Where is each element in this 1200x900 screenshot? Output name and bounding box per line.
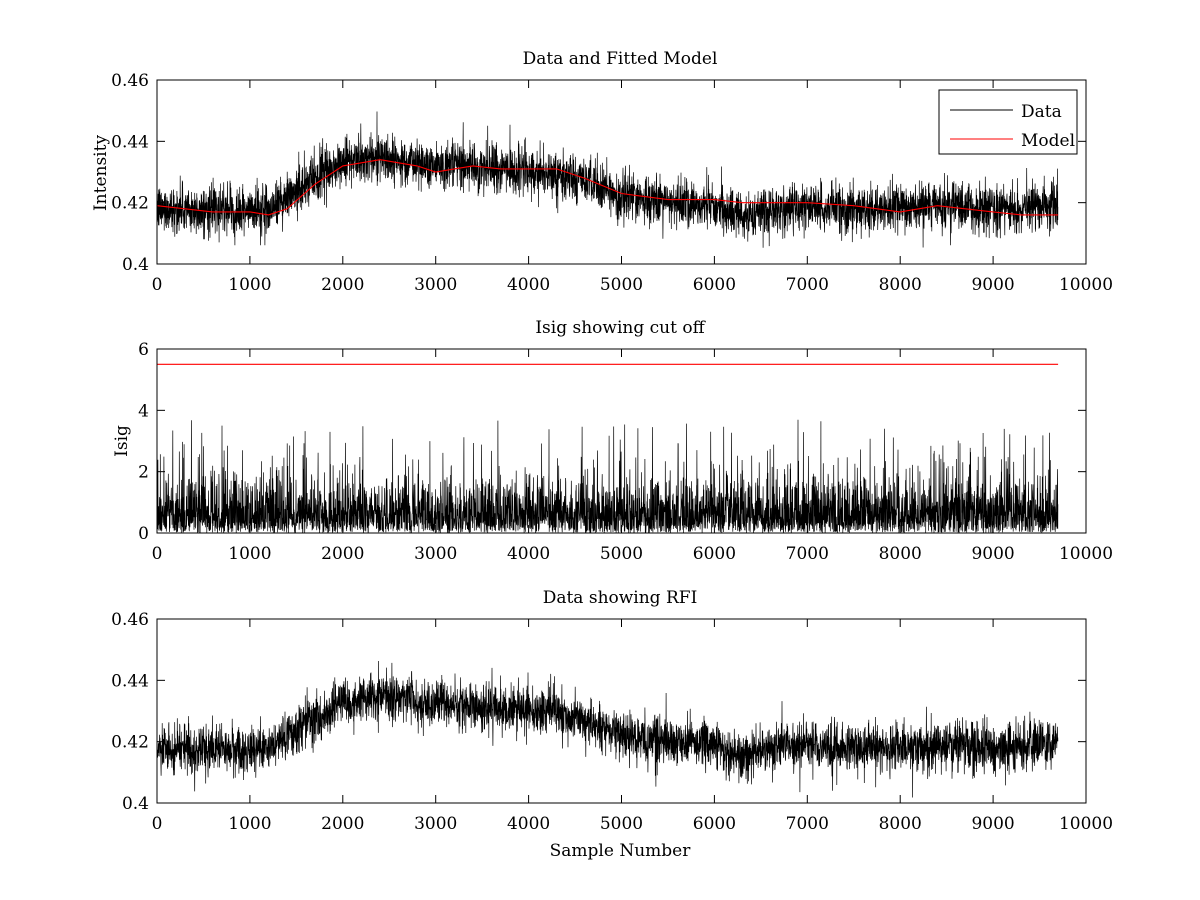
x-tick-label: 6000 — [693, 544, 736, 564]
series-trace-2 — [157, 660, 1059, 798]
chart-title-rfi: Data showing RFI — [543, 588, 698, 608]
x-tick-label: 0 — [152, 544, 163, 564]
x-tick-label: 4000 — [507, 814, 550, 834]
x-tick-label: 6000 — [693, 275, 736, 295]
x-tick-label: 8000 — [879, 275, 922, 295]
x-tick-label: 5000 — [600, 544, 643, 564]
x-tick-label: 8000 — [879, 544, 922, 564]
y-axis-label-data-model: Intensity — [91, 135, 111, 211]
y-tick-label: 0.44 — [111, 132, 149, 152]
x-tick-label: 0 — [152, 814, 163, 834]
x-tick-label: 4000 — [507, 544, 550, 564]
legend-box — [938, 89, 1078, 155]
chart-title-isig: Isig showing cut off — [535, 318, 706, 338]
y-tick-label: 0.42 — [111, 733, 149, 753]
series-group — [157, 363, 1059, 533]
x-axis-label-rfi: Sample Number — [550, 841, 692, 861]
y-tick-label: 0.46 — [111, 71, 149, 91]
y-tick-label: 2 — [138, 463, 149, 483]
x-tick-label: 3000 — [414, 814, 457, 834]
series-model-0 — [157, 159, 1059, 216]
legend: Data Model — [938, 89, 1078, 155]
x-tick-label: 9000 — [971, 544, 1014, 564]
chart-title-data-model: Data and Fitted Model — [523, 49, 718, 69]
y-tick-label: 0.4 — [122, 255, 149, 275]
x-tick-label: 1000 — [228, 275, 271, 295]
x-tick-label: 3000 — [414, 275, 457, 295]
x-tick-label: 7000 — [786, 544, 829, 564]
y-tick-label: 0 — [138, 524, 149, 544]
plot-area-rfi: 0 1000 2000 3000 4000 5000 6000 7000 8000 9000 100… — [111, 610, 1113, 834]
x-tick-label: 2000 — [321, 544, 364, 564]
x-tick-label: 6000 — [693, 814, 736, 834]
x-tick-label: 8000 — [879, 814, 922, 834]
y-axis-label-isig: Isig — [112, 425, 132, 457]
y-tick-label: 0.42 — [111, 194, 149, 214]
series-group — [157, 660, 1059, 798]
plot-area-isig: 0 1000 2000 3000 4000 5000 6000 7000 8000 9000 100… — [138, 340, 1113, 564]
y-tick-label: 6 — [138, 340, 149, 360]
chart-panel-rfi: Data showing RFI Sample Number 0 1000 2000… — [111, 588, 1113, 861]
chart-panel-data-model: Data and Fitted Model Intensity 0 1000 200… — [91, 49, 1113, 295]
series-data-0 — [157, 111, 1059, 248]
y-tick-label: 4 — [138, 401, 149, 421]
x-tick-label: 0 — [152, 275, 163, 295]
x-tick-label: 5000 — [600, 275, 643, 295]
x-tick-label: 1000 — [228, 544, 271, 564]
x-tick-label: 10000 — [1059, 814, 1113, 834]
y-tick-label: 0.4 — [122, 794, 149, 814]
x-tick-label: 7000 — [786, 814, 829, 834]
x-tick-label: 5000 — [600, 814, 643, 834]
x-tick-label: 2000 — [321, 814, 364, 834]
y-tick-label: 0.46 — [111, 610, 149, 630]
series-group — [157, 111, 1059, 248]
chart-panel-isig: Isig showing cut off Isig 0 1000 2000 3000 4… — [112, 318, 1113, 564]
x-tick-label: 9000 — [971, 814, 1014, 834]
x-tick-label: 2000 — [321, 275, 364, 295]
x-tick-label: 4000 — [507, 275, 550, 295]
x-tick-label: 1000 — [228, 814, 271, 834]
plot-area-data-model: 0 1000 2000 3000 4000 5000 6000 7000 8000 9000 100… — [111, 71, 1113, 295]
x-tick-label: 3000 — [414, 544, 457, 564]
y-tick-label: 0.44 — [111, 671, 149, 691]
x-tick-label: 10000 — [1059, 275, 1113, 295]
x-tick-label: 9000 — [971, 275, 1014, 295]
x-tick-label: 10000 — [1059, 544, 1113, 564]
x-tick-label: 7000 — [786, 275, 829, 295]
legend-label-model: Model — [1021, 131, 1075, 151]
series-trace-1 — [157, 419, 1059, 533]
legend-label-data: Data — [1021, 102, 1062, 122]
